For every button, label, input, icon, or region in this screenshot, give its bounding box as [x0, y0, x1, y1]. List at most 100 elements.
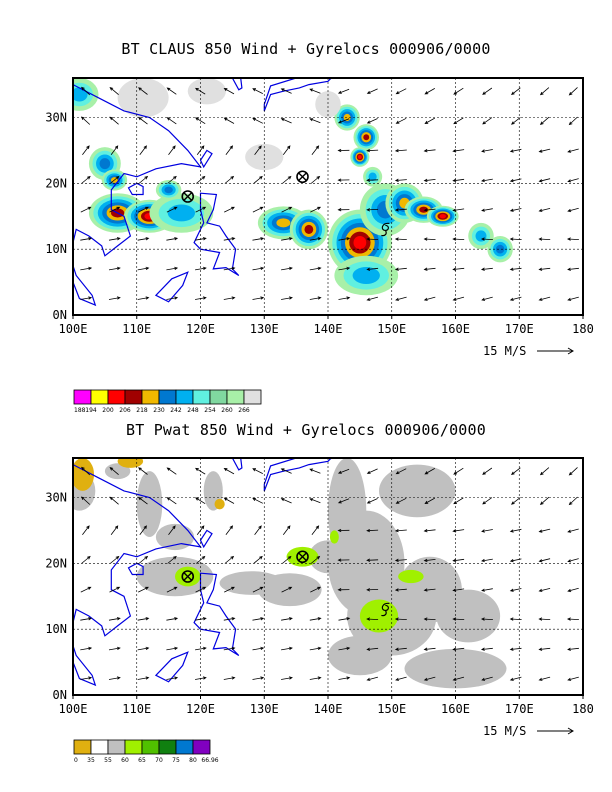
pwat-contour — [104, 463, 131, 480]
wind-vector — [81, 555, 91, 564]
wind-vector — [538, 528, 551, 533]
wind-vector — [395, 497, 407, 504]
cloud-contour — [353, 236, 367, 250]
wind-vector — [568, 496, 578, 506]
wind-vector — [166, 117, 177, 125]
wind-vector — [224, 555, 235, 564]
wind-vector — [168, 525, 176, 536]
cloud-contour — [352, 267, 380, 284]
wind-vector — [252, 296, 265, 300]
wind-vector — [80, 586, 92, 593]
wind-vector — [195, 497, 206, 505]
wind-vector — [310, 586, 322, 593]
wind-vector — [81, 496, 91, 505]
y-tick-label: 20N — [45, 556, 67, 570]
wind-vector — [280, 88, 292, 94]
wind-vector — [394, 267, 407, 271]
wind-vector — [480, 647, 493, 651]
coastline — [199, 149, 213, 169]
wind-vector — [423, 208, 436, 212]
cloud-contour — [419, 206, 429, 213]
wind-vector — [337, 178, 350, 182]
wind-vector — [509, 588, 522, 592]
colorbar-label: 188 — [74, 407, 86, 414]
wind-vector — [137, 676, 150, 680]
pwat-contour — [398, 569, 424, 584]
cloud-contour — [495, 244, 505, 254]
wind-vector — [195, 266, 207, 271]
wind-vector — [394, 208, 407, 212]
wind-vector — [224, 586, 235, 593]
wind-vector — [109, 466, 119, 476]
wind-vector — [223, 296, 236, 300]
wind-vector — [394, 148, 407, 153]
coastline — [263, 78, 333, 112]
wind-vector — [309, 296, 322, 300]
wind-vector — [538, 647, 551, 651]
cloud-contour — [304, 224, 314, 234]
wind-vector — [452, 676, 465, 681]
wind-vector — [538, 296, 551, 301]
wind-vector — [195, 206, 207, 213]
wind-vector — [166, 266, 179, 271]
wind-vector — [538, 178, 551, 183]
wind-vector — [453, 87, 464, 95]
wind-vector — [225, 145, 234, 156]
colorbar-label: 230 — [153, 407, 165, 414]
wind-vector — [337, 208, 350, 212]
wind-vector — [309, 498, 321, 504]
gyre-marker — [296, 170, 309, 184]
wind-vector — [337, 588, 350, 592]
wind-vector — [366, 588, 379, 592]
wind-vector — [137, 237, 150, 241]
wind-vector — [452, 149, 465, 153]
wind-vector — [482, 87, 493, 95]
wind-vector — [252, 206, 264, 213]
gyre-marker — [181, 190, 195, 203]
wind-vector — [366, 118, 378, 124]
wind-vector — [338, 237, 351, 241]
wind-vector — [394, 588, 407, 592]
y-tick-label: 0N — [53, 688, 67, 702]
cloud-contour — [475, 230, 487, 242]
wind-vector — [481, 676, 493, 681]
colorbar-swatch — [73, 739, 92, 755]
wind-vector — [510, 87, 521, 96]
colorbar-label: 248 — [187, 407, 199, 414]
wind-vector — [337, 118, 350, 124]
colorbar-swatch — [124, 389, 143, 405]
wind-vector — [337, 528, 350, 533]
wind-vector — [538, 208, 551, 212]
coastline — [231, 78, 243, 91]
wind-vector — [310, 206, 322, 213]
wind-vector — [366, 528, 379, 533]
wind-vector — [310, 175, 321, 184]
wind-vector — [366, 558, 379, 562]
wind-vector — [539, 87, 550, 96]
wind-vector — [195, 646, 207, 651]
colorbar-swatch — [124, 739, 143, 755]
wind-vector — [81, 116, 91, 125]
colorbar-swatch — [192, 389, 211, 405]
colorbar-label: 55 — [104, 757, 112, 764]
wind-vector — [137, 296, 150, 300]
coastline — [199, 529, 213, 549]
wind-vector — [281, 266, 293, 271]
wind-vector — [566, 237, 579, 241]
colorbar-swatch — [175, 739, 194, 755]
wind-vector — [82, 525, 90, 536]
wind-vector — [137, 646, 150, 651]
wind-vector — [452, 529, 465, 533]
x-tick-label: 130E — [250, 322, 279, 336]
wind-vector — [166, 87, 177, 95]
y-tick-label: 0N — [53, 308, 67, 322]
coastline — [263, 458, 333, 492]
wind-vector — [282, 145, 291, 156]
colorbar-label: 218 — [136, 407, 148, 414]
colorbar-swatch — [158, 739, 177, 755]
wind-vector — [566, 617, 579, 621]
wind-vector — [538, 558, 551, 563]
vector-scale-arrow — [537, 727, 574, 735]
wind-vector — [252, 468, 263, 474]
x-tick-label: 140E — [314, 322, 343, 336]
